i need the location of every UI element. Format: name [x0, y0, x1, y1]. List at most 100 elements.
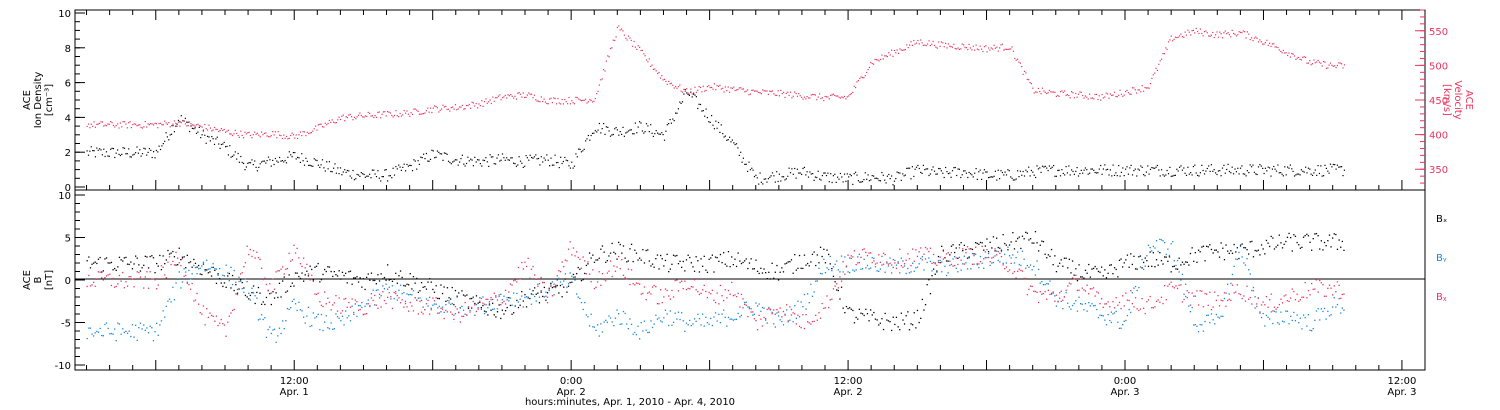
velocity-point [794, 91, 796, 93]
density-point [788, 167, 790, 169]
velocity-point [1259, 39, 1261, 41]
bx-point [1113, 267, 1116, 269]
by-point [330, 322, 332, 324]
velocity-point [1238, 31, 1240, 33]
density-point [1248, 172, 1250, 174]
by-point [1078, 296, 1080, 298]
bz-point [235, 293, 237, 295]
bz-point [306, 263, 308, 265]
bx-point [776, 264, 778, 267]
velocity-point [911, 44, 913, 46]
density-point [501, 153, 504, 155]
velocity-point [503, 96, 505, 98]
bz-point [357, 309, 360, 311]
density-point [225, 146, 227, 148]
bx-point [1204, 260, 1206, 262]
bz-point [559, 271, 562, 273]
bx-point [999, 247, 1001, 249]
velocity-point [337, 119, 339, 121]
bz-point [343, 298, 345, 300]
by-point [332, 328, 334, 330]
velocity-point [1331, 64, 1333, 66]
density-point [560, 156, 562, 158]
by-point [390, 298, 392, 300]
velocity-point [341, 115, 343, 117]
bx-point [546, 292, 549, 294]
bz-point [1220, 299, 1222, 301]
bx-point [474, 302, 476, 305]
by-point [684, 330, 686, 332]
density-point [472, 165, 474, 167]
density-point [1327, 170, 1329, 172]
velocity-point [591, 101, 594, 103]
bz-point [1104, 303, 1106, 305]
by-point [1133, 287, 1135, 289]
density-point [197, 131, 199, 133]
density-point [420, 156, 422, 158]
velocity-point [712, 88, 714, 90]
bz-point [823, 307, 825, 309]
bx-point [225, 286, 227, 288]
bz-point [782, 310, 785, 313]
velocity-point [922, 44, 924, 46]
by-point [357, 304, 360, 307]
velocity-point [871, 62, 873, 65]
by-point [790, 308, 793, 311]
density-point [935, 173, 937, 175]
velocity-point [1158, 63, 1160, 65]
bz-point [420, 311, 423, 313]
velocity-point [1155, 67, 1157, 69]
by-point [214, 267, 216, 270]
bz-point [1038, 301, 1040, 304]
velocity-point [513, 97, 515, 99]
bz-point [656, 303, 659, 305]
density-point [497, 154, 499, 156]
velocity-point [499, 94, 501, 96]
bz-point [259, 258, 261, 260]
velocity-point [441, 108, 443, 110]
x-tick-time-label: 12:00 [834, 376, 863, 387]
by-point [204, 270, 206, 272]
bx-point [1283, 243, 1285, 245]
velocity-point [237, 134, 239, 137]
by-point [1252, 286, 1255, 289]
by-point [435, 303, 437, 305]
bz-point [1194, 295, 1196, 297]
bx-point [723, 252, 725, 254]
bz-point [832, 288, 835, 290]
bz-point [1209, 291, 1211, 293]
velocity-point [284, 137, 286, 139]
bx-point [542, 295, 544, 298]
density-point [132, 154, 134, 156]
density-point [1125, 168, 1127, 170]
bz-point [1206, 293, 1208, 295]
bz-point [301, 265, 303, 268]
bx-point [837, 289, 839, 292]
bz-point [634, 284, 636, 286]
by-point [1088, 302, 1090, 304]
by-point [1270, 311, 1272, 313]
velocity-point [470, 107, 472, 109]
bz-point [1167, 285, 1169, 287]
bz-point [1033, 290, 1035, 292]
density-point [261, 161, 263, 163]
density-point [388, 175, 390, 177]
bz-point [412, 310, 415, 312]
velocity-point [269, 136, 271, 138]
bz-point [1154, 306, 1156, 308]
bz-point [128, 276, 130, 278]
velocity-point [838, 96, 840, 98]
bx-point [1083, 277, 1085, 279]
density-point [1065, 166, 1067, 168]
bx-point [1131, 263, 1133, 266]
by-point [251, 287, 253, 289]
density-point [688, 94, 690, 96]
velocity-point [927, 43, 929, 45]
bx-point [674, 255, 676, 257]
by-point [826, 267, 828, 269]
by-point [1146, 255, 1148, 257]
velocity-point [594, 98, 596, 100]
by-point [1265, 314, 1268, 317]
bz-point [584, 260, 586, 262]
velocity-point [335, 122, 337, 124]
